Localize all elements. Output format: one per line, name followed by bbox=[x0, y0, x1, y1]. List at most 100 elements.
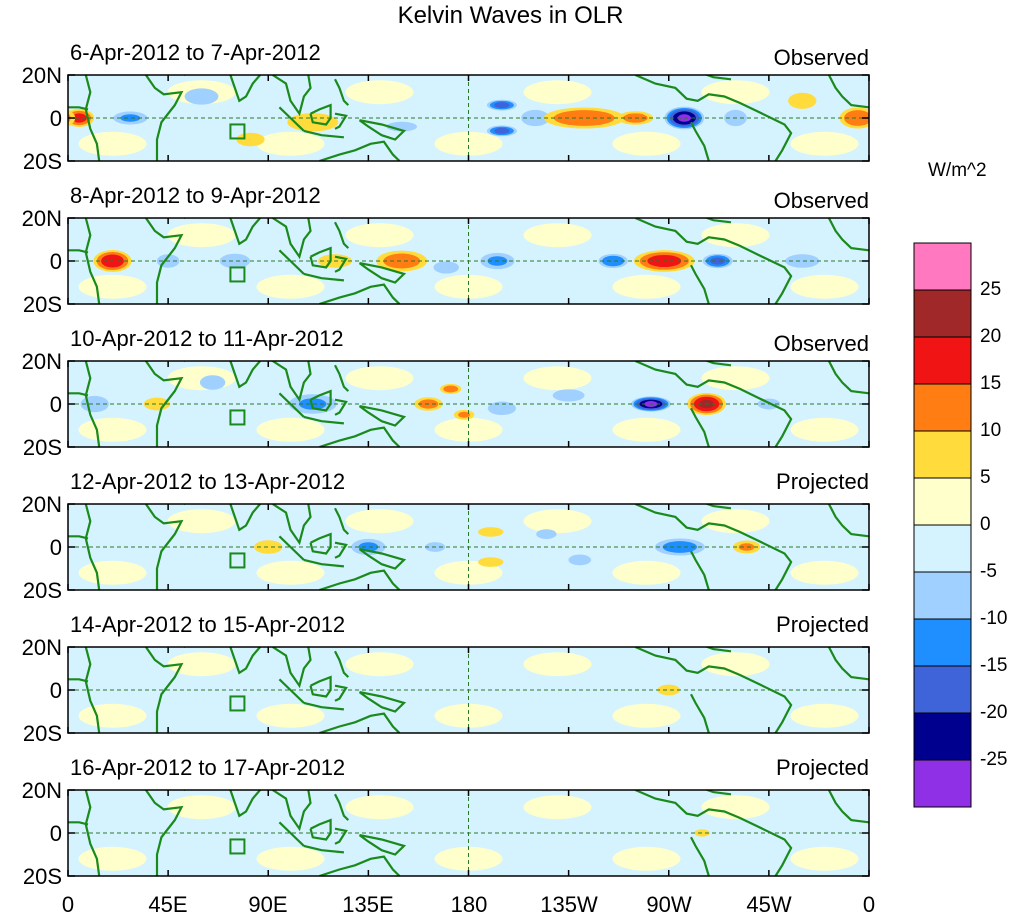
anomaly-field bbox=[68, 361, 869, 447]
weak-anomaly-band bbox=[167, 223, 236, 248]
coastline bbox=[634, 504, 793, 590]
weak-anomaly-band bbox=[256, 131, 325, 156]
coastline bbox=[358, 548, 407, 570]
coastline bbox=[704, 647, 732, 653]
coastline bbox=[183, 75, 262, 103]
colorbar-unit-label: W/m^2 bbox=[928, 160, 987, 181]
coastline bbox=[690, 264, 710, 304]
weak-anomaly-band bbox=[256, 274, 325, 299]
colorbar-swatch bbox=[913, 242, 972, 291]
colorbar-swatch bbox=[913, 571, 972, 620]
lon-tick-135w: 135W bbox=[540, 892, 598, 917]
lat-tick-0: 0 bbox=[49, 678, 62, 703]
panel-6 bbox=[67, 789, 870, 877]
weak-anomaly-band bbox=[167, 652, 236, 677]
colorbar bbox=[913, 242, 972, 808]
weak-anomaly-band bbox=[434, 703, 503, 728]
panel-1 bbox=[67, 74, 941, 162]
panel-4-date: 12-Apr-2012 to 13-Apr-2012 bbox=[70, 469, 346, 494]
weak-anomaly-band bbox=[167, 795, 236, 820]
weak-anomaly-band bbox=[434, 560, 503, 585]
lat-tick-0: 0 bbox=[49, 821, 62, 846]
coastline bbox=[84, 361, 101, 447]
anomaly-field bbox=[68, 647, 869, 733]
olr-anomaly-contour bbox=[921, 114, 941, 122]
island-outline bbox=[229, 123, 246, 140]
coastline bbox=[303, 415, 345, 425]
olr-anomaly-contour bbox=[458, 411, 470, 418]
coastline bbox=[334, 398, 348, 416]
colorbar-swatch bbox=[913, 524, 972, 573]
weak-anomaly-band bbox=[78, 417, 147, 442]
weak-anomaly-band bbox=[790, 274, 859, 299]
panel-4-status: Projected bbox=[776, 469, 869, 494]
coastline bbox=[704, 218, 732, 224]
coastline bbox=[358, 262, 407, 284]
coastline bbox=[144, 504, 184, 590]
lat-tick-20n: 20N bbox=[21, 206, 62, 231]
olr-anomaly-contour bbox=[844, 110, 869, 126]
coastline bbox=[183, 361, 262, 389]
olr-anomaly-contour bbox=[568, 554, 592, 566]
coastline bbox=[84, 647, 101, 733]
coastline bbox=[68, 821, 89, 826]
weak-anomaly-band bbox=[612, 560, 681, 585]
weak-anomaly-band bbox=[78, 274, 147, 299]
panel-5-date: 14-Apr-2012 to 15-Apr-2012 bbox=[70, 612, 346, 637]
coastline bbox=[334, 112, 348, 130]
weak-anomaly-band bbox=[345, 223, 414, 248]
coastline bbox=[704, 75, 732, 81]
weak-anomaly-band bbox=[612, 417, 681, 442]
weak-anomaly-band bbox=[345, 652, 414, 677]
weak-anomaly-band bbox=[612, 274, 681, 299]
coastline bbox=[690, 693, 710, 733]
olr-anomaly-contour bbox=[219, 253, 251, 269]
colorbar-swatch bbox=[913, 383, 972, 432]
island-outline bbox=[229, 409, 246, 426]
lon-tick-90e: 90E bbox=[248, 892, 288, 917]
anomaly-field bbox=[68, 504, 869, 590]
olr-anomaly-contour bbox=[494, 102, 510, 109]
olr-anomaly-contour bbox=[184, 88, 219, 105]
weak-anomaly-band bbox=[523, 652, 592, 677]
colorbar-label: -5 bbox=[980, 561, 997, 582]
olr-anomaly-contour bbox=[552, 389, 585, 402]
olr-anomaly-contour bbox=[738, 543, 755, 551]
panel-1-status: Observed bbox=[773, 45, 869, 70]
olr-anomaly-contour bbox=[694, 829, 710, 837]
weak-anomaly-band bbox=[256, 703, 325, 728]
lat-tick-20s: 20S bbox=[22, 435, 62, 460]
olr-anomaly-contour bbox=[494, 127, 510, 134]
coastline bbox=[84, 218, 101, 304]
olr-anomaly-contour bbox=[602, 255, 625, 267]
coastline bbox=[303, 701, 345, 711]
olr-anomaly-contour bbox=[536, 529, 557, 539]
lat-tick-20s: 20S bbox=[22, 292, 62, 317]
coastline bbox=[690, 836, 710, 876]
olr-anomaly-contour bbox=[478, 527, 504, 537]
weak-anomaly-band bbox=[345, 366, 414, 391]
coastline bbox=[68, 678, 89, 683]
coastline bbox=[319, 569, 401, 590]
coastline bbox=[278, 821, 305, 847]
weak-anomaly-band bbox=[78, 846, 147, 871]
weak-anomaly-band bbox=[345, 795, 414, 820]
coastline bbox=[183, 504, 262, 532]
weak-anomaly-band bbox=[612, 131, 681, 156]
colorbar-swatch bbox=[913, 618, 972, 667]
colorbar-label: 5 bbox=[980, 467, 991, 488]
weak-anomaly-band bbox=[345, 509, 414, 534]
coastline bbox=[278, 106, 305, 132]
lat-tick-20n: 20N bbox=[21, 635, 62, 660]
lon-tick-0: 0 bbox=[61, 892, 75, 917]
island-outline bbox=[229, 695, 246, 712]
coastline bbox=[358, 405, 407, 427]
colorbar-label: 25 bbox=[980, 279, 1002, 300]
weak-anomaly-band bbox=[701, 80, 770, 105]
lat-tick-20n: 20N bbox=[21, 778, 62, 803]
colorbar-label: -10 bbox=[980, 608, 1008, 629]
lat-tick-0: 0 bbox=[49, 392, 62, 417]
olr-anomaly-contour bbox=[478, 557, 504, 567]
coastline bbox=[303, 129, 345, 139]
coastline bbox=[690, 550, 710, 590]
